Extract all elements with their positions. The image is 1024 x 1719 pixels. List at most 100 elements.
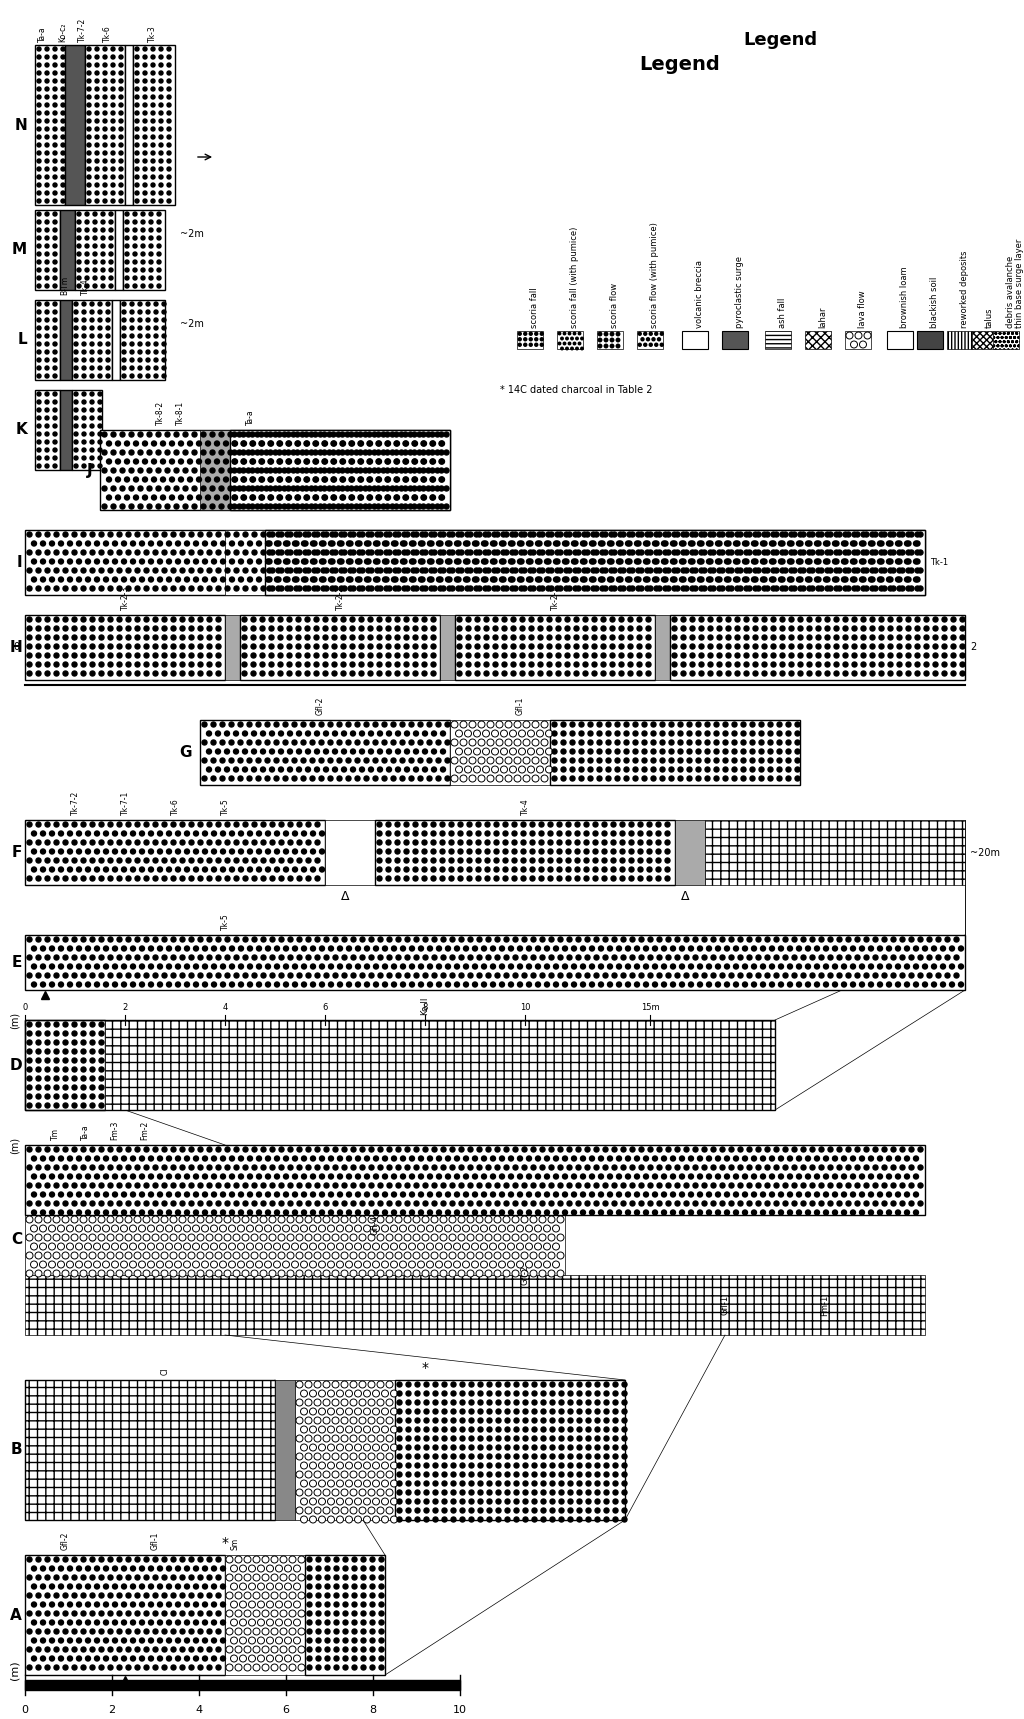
Circle shape (318, 1497, 326, 1506)
Circle shape (225, 841, 230, 846)
Circle shape (798, 626, 803, 631)
Circle shape (285, 1655, 292, 1662)
Circle shape (135, 1202, 140, 1207)
Circle shape (345, 1243, 352, 1250)
Circle shape (379, 1566, 384, 1571)
Circle shape (314, 626, 319, 631)
Circle shape (792, 550, 797, 555)
Circle shape (510, 748, 516, 755)
Circle shape (324, 586, 329, 591)
Circle shape (642, 767, 647, 772)
Circle shape (707, 945, 712, 951)
Circle shape (260, 670, 265, 676)
Circle shape (98, 358, 102, 363)
Circle shape (415, 1482, 420, 1485)
Circle shape (287, 662, 292, 667)
Circle shape (297, 1165, 302, 1171)
Circle shape (879, 567, 884, 572)
Circle shape (113, 866, 118, 872)
Circle shape (148, 1191, 154, 1196)
Circle shape (220, 775, 225, 780)
Circle shape (909, 973, 914, 978)
Circle shape (568, 1382, 573, 1387)
Circle shape (153, 937, 158, 942)
Circle shape (404, 1270, 411, 1277)
Circle shape (350, 731, 355, 736)
Circle shape (346, 578, 351, 583)
Circle shape (274, 739, 279, 744)
Circle shape (604, 1382, 609, 1387)
Circle shape (744, 617, 749, 622)
Circle shape (220, 1619, 225, 1624)
Circle shape (355, 739, 360, 744)
Circle shape (540, 531, 545, 536)
Circle shape (72, 1031, 77, 1037)
Circle shape (292, 1243, 299, 1250)
Circle shape (590, 1210, 595, 1215)
Circle shape (294, 559, 299, 564)
Circle shape (594, 567, 599, 572)
Circle shape (81, 1093, 86, 1098)
Circle shape (502, 662, 507, 667)
Circle shape (187, 459, 193, 464)
Circle shape (810, 531, 815, 536)
Circle shape (103, 191, 106, 194)
Circle shape (117, 1147, 122, 1152)
Circle shape (753, 586, 758, 591)
Circle shape (319, 775, 324, 780)
Circle shape (385, 442, 390, 445)
Circle shape (672, 578, 677, 583)
Circle shape (106, 1251, 114, 1258)
Circle shape (672, 541, 677, 547)
Circle shape (451, 1418, 456, 1423)
Circle shape (445, 1174, 451, 1179)
Circle shape (234, 822, 239, 827)
Circle shape (442, 1391, 447, 1396)
Circle shape (367, 495, 372, 500)
Circle shape (87, 95, 91, 100)
Circle shape (756, 1202, 761, 1207)
Circle shape (577, 1427, 582, 1432)
Circle shape (216, 1165, 221, 1171)
Circle shape (502, 670, 507, 676)
Circle shape (54, 1067, 59, 1073)
Circle shape (112, 1243, 119, 1250)
Circle shape (216, 662, 221, 667)
Circle shape (410, 541, 415, 547)
Circle shape (300, 1461, 307, 1470)
Circle shape (44, 1270, 51, 1277)
Circle shape (32, 1583, 37, 1588)
Circle shape (906, 550, 911, 555)
Circle shape (305, 653, 310, 658)
Circle shape (238, 722, 243, 727)
Circle shape (269, 626, 274, 631)
Circle shape (521, 830, 526, 835)
Circle shape (555, 550, 560, 555)
Circle shape (915, 531, 920, 536)
Circle shape (511, 626, 516, 631)
Circle shape (861, 626, 866, 631)
Circle shape (645, 567, 650, 572)
Circle shape (456, 531, 461, 536)
Circle shape (552, 775, 557, 780)
Circle shape (550, 1410, 555, 1415)
Circle shape (257, 1655, 264, 1662)
Bar (265, 529, 925, 595)
Circle shape (307, 1630, 312, 1635)
Circle shape (421, 442, 426, 445)
Circle shape (523, 344, 526, 346)
Circle shape (289, 1575, 296, 1581)
Circle shape (285, 1600, 292, 1607)
Circle shape (368, 1215, 375, 1222)
Circle shape (367, 504, 372, 509)
Circle shape (27, 1630, 32, 1635)
Circle shape (293, 1210, 298, 1215)
Circle shape (35, 1234, 42, 1241)
Circle shape (144, 1202, 150, 1207)
Circle shape (660, 332, 664, 335)
Circle shape (373, 1480, 380, 1487)
Text: L: L (17, 332, 27, 347)
Circle shape (878, 541, 883, 547)
Circle shape (167, 151, 171, 155)
Circle shape (295, 468, 300, 473)
